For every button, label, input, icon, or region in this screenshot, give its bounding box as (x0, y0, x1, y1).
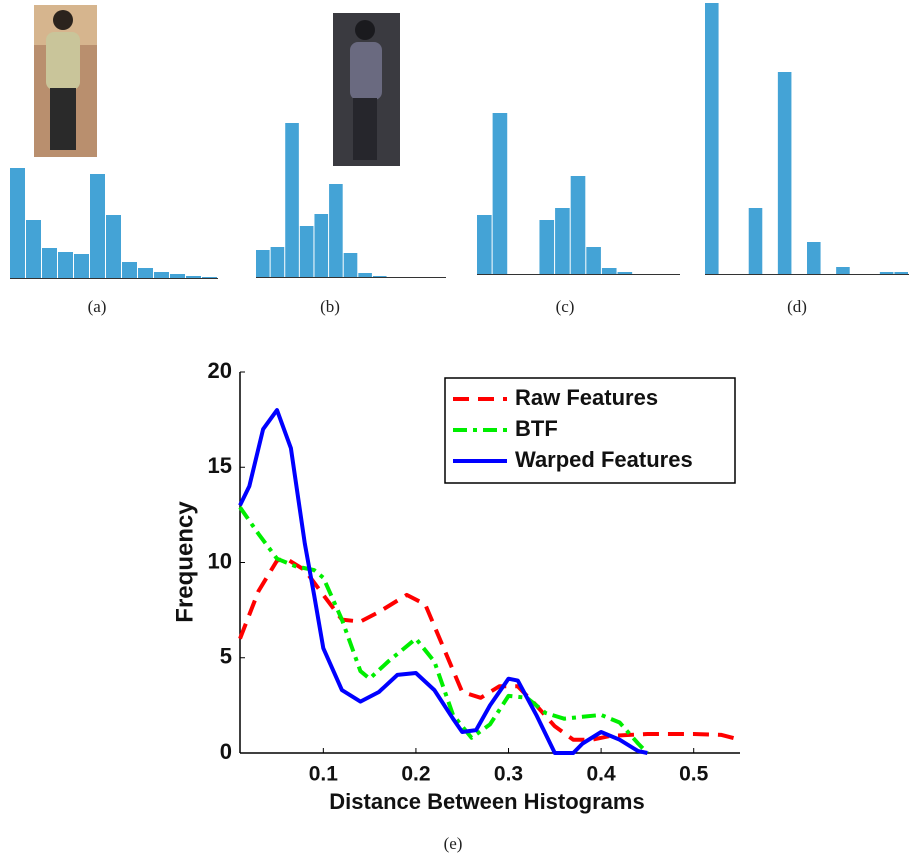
bar (26, 220, 41, 278)
bar (894, 272, 908, 274)
bar (358, 273, 372, 277)
y-tick-label: 10 (208, 548, 232, 573)
bar (329, 184, 343, 277)
x-tick-label: 0.5 (679, 763, 709, 786)
bar (705, 3, 719, 274)
bar (586, 247, 601, 274)
x-axis-label: Distance Between Histograms (329, 789, 644, 814)
bar (617, 272, 633, 274)
bar (555, 208, 570, 274)
bar (270, 247, 285, 277)
bar (777, 72, 792, 274)
bar (170, 274, 185, 278)
x-tick-label: 0.1 (309, 763, 339, 786)
bar (122, 262, 137, 278)
bar (90, 174, 105, 278)
bar (10, 168, 25, 278)
legend-label: Warped Features (515, 447, 693, 472)
bar (343, 253, 358, 277)
bar (42, 248, 57, 278)
bar (492, 113, 508, 274)
photo-b (333, 13, 400, 166)
bar (539, 220, 555, 274)
line-series (238, 556, 741, 742)
bar (58, 252, 73, 278)
bar (186, 276, 201, 278)
bar (106, 215, 121, 278)
caption: (b) (320, 297, 340, 316)
bar (477, 215, 492, 274)
legend-label: Raw Features (515, 385, 658, 410)
y-tick-label: 5 (220, 644, 232, 669)
x-tick-label: 0.2 (401, 763, 430, 786)
bar (74, 254, 89, 278)
y-tick-label: 15 (208, 453, 232, 478)
bar (601, 268, 617, 274)
bar (154, 272, 169, 278)
bar (314, 214, 329, 277)
caption: (a) (88, 297, 107, 316)
x-tick-label: 0.3 (494, 763, 523, 786)
y-tick-label: 0 (220, 739, 232, 764)
bar (299, 226, 314, 277)
legend-label: BTF (515, 416, 558, 441)
x-tick-label: 0.4 (587, 763, 617, 786)
bar (256, 250, 270, 277)
y-axis-label: Frequency (171, 501, 198, 623)
caption: (c) (556, 297, 575, 316)
y-tick-label: 20 (208, 358, 232, 383)
bar (748, 208, 763, 274)
bar (372, 276, 387, 277)
bar (836, 267, 850, 274)
photo-a (34, 5, 97, 157)
line-series (238, 506, 649, 755)
bar (285, 123, 299, 277)
bar (879, 272, 894, 274)
caption: (d) (787, 297, 807, 316)
caption: (e) (444, 834, 463, 853)
bar (807, 242, 821, 274)
line-series (238, 408, 648, 755)
bar (570, 176, 586, 274)
bar (202, 277, 217, 278)
bar (138, 268, 153, 278)
